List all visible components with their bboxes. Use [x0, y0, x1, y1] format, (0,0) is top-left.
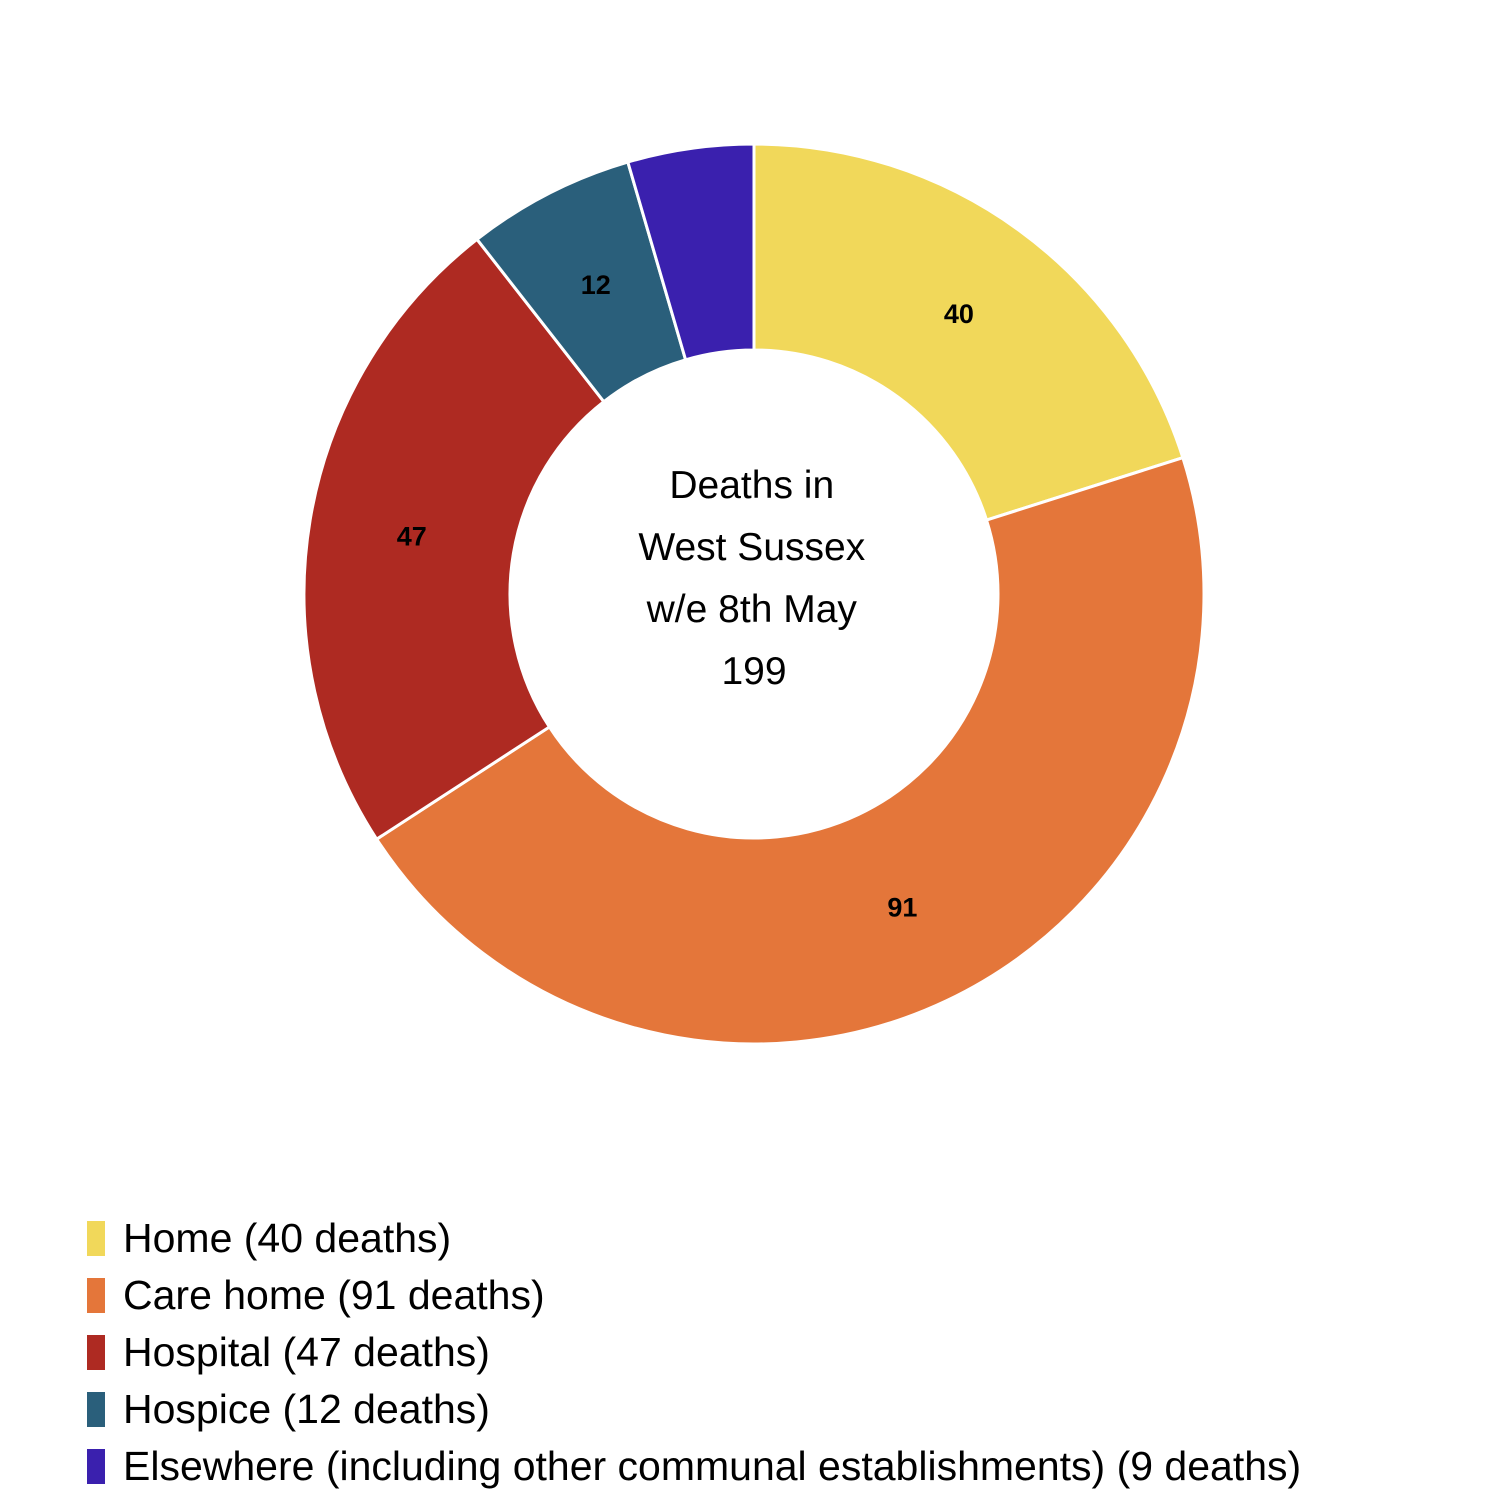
legend-item-hospice: Hospice (12 deaths): [87, 1381, 1301, 1438]
slice-data-labels: 40 91 47 12: [397, 270, 974, 922]
legend-item-care-home: Care home (91 deaths): [87, 1267, 1301, 1324]
center-total: 199: [721, 650, 786, 693]
legend-label-hospital: Hospital (47 deaths): [123, 1329, 490, 1375]
legend-label-home: Home (40 deaths): [123, 1215, 452, 1261]
slice-care-home: [374, 455, 1206, 1046]
donut-slices: [302, 142, 1206, 1046]
legend-label-care-home: Care home (91 deaths): [123, 1272, 545, 1318]
center-text: Deaths in West Sussex w/e 8th May 199: [638, 464, 869, 693]
data-label-care-home: 91: [887, 893, 917, 923]
legend-item-elsewhere: Elsewhere (including other communal esta…: [87, 1438, 1301, 1495]
legend-label-hospice: Hospice (12 deaths): [123, 1386, 490, 1432]
legend-label-elsewhere: Elsewhere (including other communal esta…: [123, 1443, 1302, 1489]
center-text-line-2: West Sussex: [638, 526, 865, 569]
legend-swatch-home: [87, 1221, 105, 1256]
legend-swatch-hospice: [87, 1392, 105, 1427]
legend-item-hospital: Hospital (47 deaths): [87, 1324, 1301, 1381]
legend: Home (40 deaths) Care home (91 deaths) H…: [87, 1210, 1301, 1495]
legend-swatch-hospital: [87, 1335, 105, 1370]
center-text-line-3: w/e 8th May: [646, 588, 858, 631]
legend-item-home: Home (40 deaths): [87, 1210, 1301, 1267]
slice-hospital: [302, 237, 606, 842]
legend-swatch-care-home: [87, 1278, 105, 1313]
center-text-line-1: Deaths in: [669, 464, 834, 507]
donut-chart: 40 91 47 12 Deaths in West Sussex w/e 8th M…: [302, 142, 1206, 1046]
slice-home: [752, 142, 1185, 522]
data-label-hospice: 12: [581, 270, 611, 300]
data-label-hospital: 47: [397, 522, 427, 552]
legend-swatch-elsewhere: [87, 1449, 105, 1484]
data-label-home: 40: [944, 299, 974, 329]
slice-elsewhere-including-other-communal-establishments: [625, 142, 756, 362]
